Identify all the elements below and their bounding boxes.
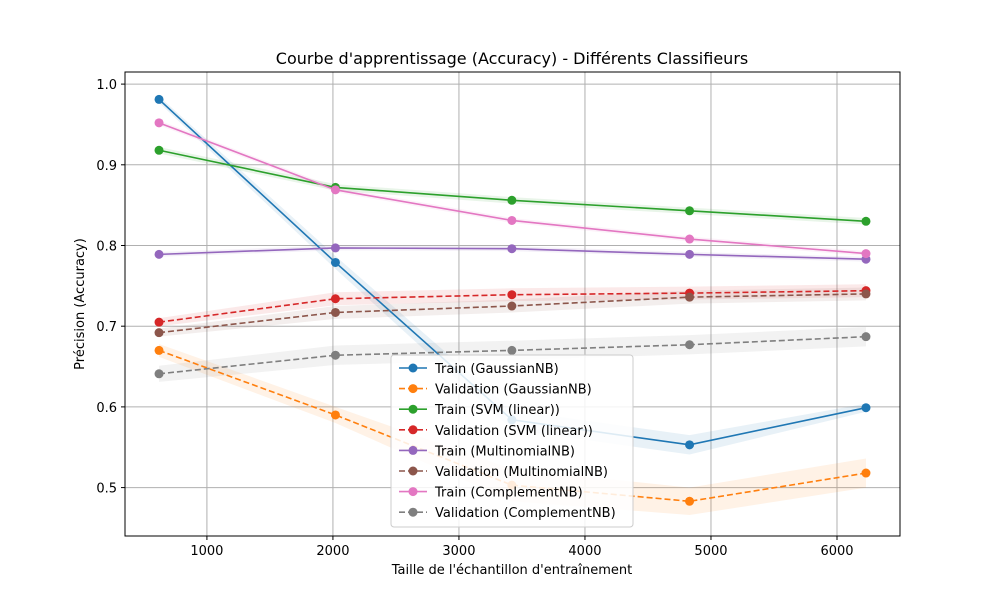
data-point — [685, 440, 695, 450]
data-point — [330, 243, 340, 253]
legend: Train (GaussianNB) Validation (GaussianNB… — [390, 354, 634, 528]
data-point — [685, 234, 695, 244]
x-axis-label: Taille de l'échantillon d'entraînement — [391, 563, 632, 578]
legend-entry-label: Validation (GaussianNB) — [435, 383, 592, 398]
y-tick-label: 0.8 — [96, 239, 117, 254]
legend-swatch-marker — [408, 466, 418, 476]
data-point — [507, 290, 517, 300]
data-point — [507, 195, 517, 205]
x-tick-label: 4000 — [568, 544, 601, 559]
axis-ticks: 1000 2000 3000 4000 5000 6000 0.5 0.6 0.7 0.8 0.9 1… — [96, 78, 853, 559]
x-tick-label: 1000 — [190, 544, 223, 559]
data-point — [507, 345, 517, 355]
plot-frame — [124, 71, 901, 537]
legend-entry-label: Train (MultinomialNB) — [434, 444, 575, 459]
data-point — [154, 345, 164, 355]
data-point — [861, 216, 871, 226]
data-point — [154, 317, 164, 327]
x-tick-label: 2000 — [316, 544, 349, 559]
legend-swatch-marker — [408, 445, 418, 455]
y-tick-label: 0.7 — [96, 320, 117, 335]
data-point — [154, 328, 164, 338]
confidence-band — [159, 120, 866, 256]
data-point — [507, 301, 517, 311]
y-tick-label: 0.6 — [96, 401, 117, 416]
legend-swatch-marker — [408, 507, 418, 517]
data-point — [330, 294, 340, 304]
data-point — [330, 185, 340, 195]
legend-swatch-marker — [408, 384, 418, 394]
data-point — [330, 410, 340, 420]
data-point — [507, 244, 517, 254]
data-point — [154, 369, 164, 379]
legend-entry-label: Train (ComplementNB) — [434, 486, 583, 501]
data-point — [154, 94, 164, 104]
legend-entry-label: Train (SVM (linear)) — [434, 403, 560, 418]
data-point — [154, 145, 164, 155]
confidence-band — [159, 147, 866, 225]
legend-swatch-marker — [408, 425, 418, 435]
y-axis-label: Précision (Accuracy) — [73, 238, 88, 370]
legend-entry-label: Validation (MultinomialNB) — [435, 465, 608, 480]
series-line — [158, 122, 867, 255]
data-point — [685, 206, 695, 216]
y-tick-label: 1.0 — [96, 78, 117, 93]
y-tick-label: 0.5 — [96, 482, 117, 497]
data-point — [330, 257, 340, 267]
data-point — [861, 289, 871, 299]
legend-entry-label: Validation (SVM (linear)) — [435, 424, 593, 439]
x-tick-label: 5000 — [694, 544, 727, 559]
legend-swatch-marker — [408, 404, 418, 414]
data-point — [685, 249, 695, 259]
data-point — [861, 468, 871, 478]
y-tick-label: 0.9 — [96, 159, 117, 174]
data-point — [507, 215, 517, 225]
series-line — [158, 349, 867, 503]
data-point — [861, 403, 871, 413]
legend-swatch-marker — [408, 487, 418, 497]
data-point — [685, 340, 695, 350]
data-point — [861, 332, 871, 342]
data-point — [861, 249, 871, 259]
confidence-band — [159, 96, 866, 455]
legend-entry-label: Train (GaussianNB) — [434, 362, 559, 377]
data-point — [685, 292, 695, 302]
legend-box — [390, 354, 634, 528]
data-point — [154, 118, 164, 128]
data-point — [330, 350, 340, 360]
data-point — [330, 307, 340, 317]
x-tick-label: 3000 — [442, 544, 475, 559]
data-point — [154, 249, 164, 259]
legend-swatch-marker — [408, 363, 418, 373]
legend-entry-label: Validation (ComplementNB) — [435, 506, 616, 521]
chart-title: Courbe d'apprentissage (Accuracy) - Diff… — [276, 49, 748, 68]
x-tick-label: 6000 — [820, 544, 853, 559]
data-point — [685, 496, 695, 506]
